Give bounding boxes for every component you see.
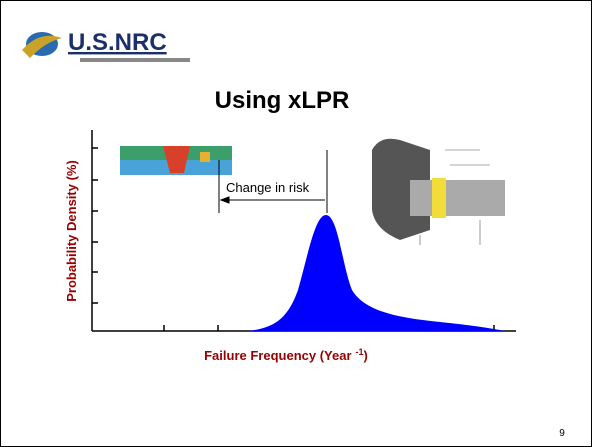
x-label-text: Failure Frequency (Year bbox=[204, 348, 351, 363]
logo-text: U.S.NRC bbox=[68, 29, 167, 56]
x-axis-label: Failure Frequency (Year -1) bbox=[204, 347, 368, 363]
y-axis-label: Probability Density (%) bbox=[64, 160, 79, 302]
annotation: Change in risk bbox=[226, 180, 310, 195]
page: U.S.NRC Using xLPR bbox=[0, 0, 592, 447]
logo-tagline bbox=[80, 58, 190, 62]
x-label-exponent: -1 bbox=[356, 347, 364, 357]
inset-weld-band bbox=[432, 178, 446, 218]
page-number: 9 bbox=[559, 428, 565, 439]
inset-flaw bbox=[200, 152, 210, 162]
slide: U.S.NRC Using xLPR bbox=[0, 0, 592, 447]
slide-title: Using xLPR bbox=[215, 87, 350, 114]
inset-pipe bbox=[410, 180, 505, 216]
slide-border bbox=[1, 1, 592, 447]
x-label-close: ) bbox=[364, 348, 368, 363]
weld-inset bbox=[120, 146, 232, 175]
